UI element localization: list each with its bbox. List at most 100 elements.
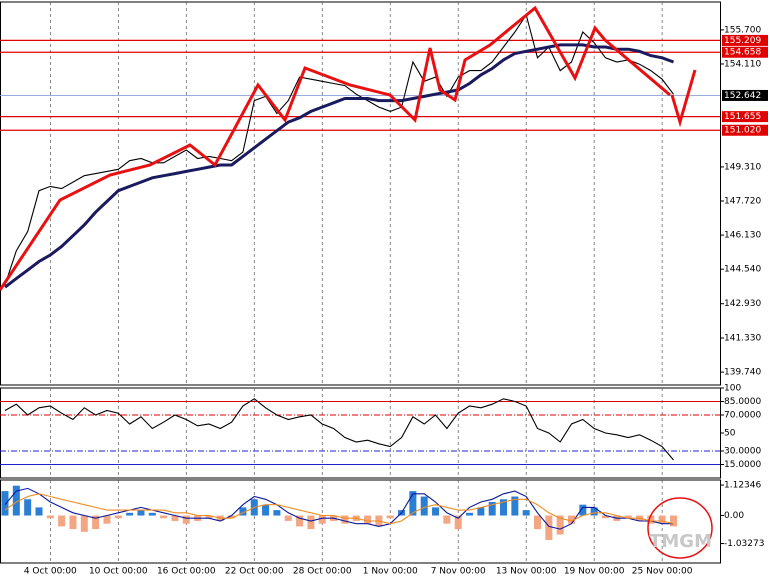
histogram-bar (522, 510, 530, 516)
histogram-bar (148, 512, 156, 516)
histogram-bar (647, 515, 655, 524)
x-tick-label: 19 Nov 00:00 (564, 567, 625, 577)
y-tick-label: 50 (724, 429, 736, 439)
histogram-bar (579, 504, 587, 516)
y-tick-label: 0.00 (724, 511, 744, 521)
histogram-bar (228, 515, 236, 519)
histogram-bar (1, 491, 9, 516)
level-label-box (722, 34, 768, 46)
x-tick-label: 25 Nov 00:00 (632, 567, 693, 577)
level-label: 155.209 (724, 36, 761, 46)
current-price-box (722, 89, 768, 101)
histogram-bar (364, 515, 372, 524)
series-line (4, 493, 674, 525)
histogram-bar (114, 515, 122, 519)
y-tick-label: 30.0000 (724, 447, 761, 457)
y-tick-label: 149.310 (724, 162, 761, 172)
histogram-bar (80, 515, 88, 532)
level-label: 154.658 (724, 48, 761, 58)
histogram-bar (454, 515, 462, 530)
x-tick-label: 28 Oct 00:00 (293, 567, 352, 577)
histogram-bar (386, 515, 394, 519)
level-label-box (722, 124, 768, 136)
circle-annotation (647, 497, 713, 559)
histogram-bar (318, 515, 326, 524)
y-tick-label: 100 (724, 384, 741, 394)
histogram-bar (556, 515, 564, 535)
level-label-box (722, 111, 768, 123)
histogram-bar (284, 515, 292, 521)
histogram-bar (239, 507, 247, 516)
y-tick-label: 70.0000 (724, 411, 761, 421)
histogram-bar (24, 499, 32, 516)
y-tick-label: 142.930 (724, 299, 761, 309)
histogram-bar (466, 512, 474, 516)
histogram-bar (590, 507, 598, 516)
x-tick-label: 13 Nov 00:00 (496, 567, 557, 577)
level-label: 151.655 (724, 112, 761, 122)
histogram-bar (92, 515, 100, 530)
histogram-bar (409, 491, 417, 516)
series-line (4, 13, 674, 286)
histogram-bar (432, 507, 440, 516)
histogram-bar (182, 515, 190, 524)
histogram-bar (658, 515, 666, 524)
y-tick-label: -1.03273 (724, 539, 764, 549)
y-tick-label: 144.540 (724, 265, 761, 275)
y-tick-label: 85.0000 (724, 397, 761, 407)
histogram-bar (296, 515, 304, 527)
histogram-bar (420, 496, 428, 516)
series-line (4, 487, 674, 530)
histogram-bar (262, 504, 270, 516)
histogram-bar (46, 515, 54, 519)
histogram-bar (500, 499, 508, 516)
histogram-bar (171, 515, 179, 521)
y-tick-label: 139.740 (724, 368, 761, 378)
histogram-bar (126, 512, 134, 516)
y-tick-label: 146.130 (724, 231, 761, 241)
histogram-bar (35, 507, 43, 516)
level-label-box (722, 46, 768, 58)
histogram-bar (534, 515, 542, 530)
panel-frame (0, 1, 721, 386)
y-tick-label: 154.110 (724, 59, 761, 69)
zigzag-annotation (0, 5, 697, 291)
x-tick-label: 1 Nov 00:00 (363, 567, 418, 577)
histogram-bar (511, 496, 519, 516)
current-price-label: 152.642 (724, 91, 761, 101)
histogram-bar (477, 507, 485, 516)
histogram-bar (103, 515, 111, 524)
histogram-bar (669, 515, 677, 527)
histogram-bar (58, 515, 66, 527)
series-line (4, 43, 675, 289)
series-line (4, 398, 674, 461)
x-tick-label: 4 Oct 00:00 (24, 567, 77, 577)
histogram-bar (601, 515, 609, 519)
histogram-bar (273, 510, 281, 516)
y-tick-label: 147.720 (724, 197, 761, 207)
x-tick-label: 16 Oct 00:00 (157, 567, 216, 577)
level-label: 151.020 (724, 126, 761, 136)
histogram-bar (205, 515, 213, 519)
histogram-bar (488, 501, 496, 516)
histogram-bar (160, 515, 168, 519)
histogram-bar (545, 515, 553, 540)
histogram-bar (12, 485, 20, 516)
histogram-bar (69, 515, 77, 530)
histogram-bar (624, 515, 632, 519)
x-tick-label: 22 Oct 00:00 (225, 567, 284, 577)
y-tick-label: 1.12346 (724, 481, 761, 491)
panel-frame (0, 479, 721, 564)
y-tick-label: 141.330 (724, 334, 761, 344)
y-tick-label: 15.0000 (724, 460, 761, 470)
histogram-bar (307, 515, 315, 530)
arrow (670, 69, 697, 128)
histogram-bar (568, 515, 575, 524)
histogram-bar (341, 515, 349, 524)
watermark: TMGM (649, 531, 712, 552)
x-tick-label: 10 Oct 00:00 (89, 567, 148, 577)
y-tick-label: 155.700 (724, 25, 761, 35)
histogram-bar (443, 515, 451, 524)
